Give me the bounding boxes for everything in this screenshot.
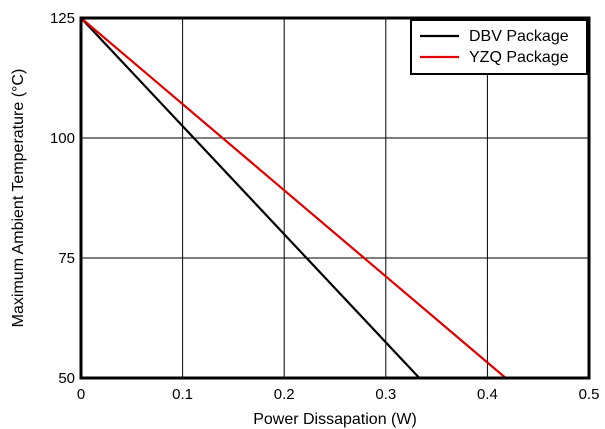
y-tick-label: 100 (50, 130, 75, 147)
x-tick-label: 0.1 (172, 386, 193, 403)
series-line (80, 17, 507, 379)
series-line (80, 17, 421, 379)
legend: DBV Package YZQ Package (410, 19, 588, 75)
y-axis-label: Maximum Ambient Temperature (°C) (10, 69, 27, 328)
x-axis-label: Power Dissapation (W) (253, 411, 417, 428)
x-tick-label: 0.3 (375, 386, 396, 403)
y-tick-labels: 50 75 100 125 (50, 10, 75, 387)
x-tick-label: 0 (77, 386, 85, 403)
legend-label: DBV Package (469, 28, 569, 45)
y-tick-label: 50 (58, 370, 75, 387)
grid-lines (81, 18, 589, 378)
y-tick-label: 75 (58, 250, 75, 267)
y-tick-label: 125 (50, 10, 75, 27)
x-tick-label: 0.4 (477, 386, 498, 403)
series-lines (80, 17, 507, 379)
x-tick-label: 0.2 (274, 386, 295, 403)
x-tick-labels: 0 0.1 0.2 0.3 0.4 0.5 (77, 386, 600, 403)
x-tick-label: 0.5 (579, 386, 600, 403)
legend-label: YZQ Package (469, 49, 569, 66)
legend-box (410, 19, 588, 75)
plot-frame (79, 16, 591, 380)
